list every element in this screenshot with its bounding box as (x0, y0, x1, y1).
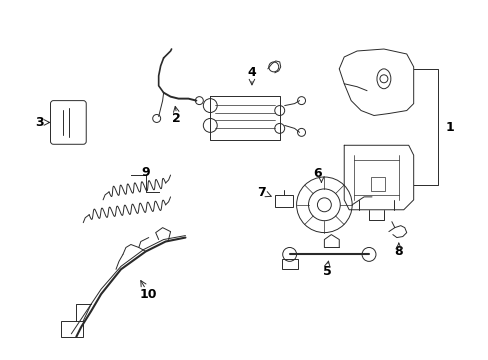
Bar (370, 177, 384, 191)
Bar (61, 321, 83, 337)
Text: 1: 1 (445, 121, 453, 134)
Text: 3: 3 (35, 116, 44, 129)
Text: 6: 6 (312, 167, 321, 180)
Bar (274, 195, 292, 207)
Text: 9: 9 (141, 166, 150, 179)
Text: 2: 2 (172, 112, 181, 125)
Text: 5: 5 (322, 265, 331, 278)
Text: 7: 7 (257, 186, 265, 199)
Text: 10: 10 (140, 288, 157, 301)
Bar (281, 260, 297, 269)
Text: 8: 8 (394, 245, 402, 258)
Text: 4: 4 (247, 66, 256, 79)
